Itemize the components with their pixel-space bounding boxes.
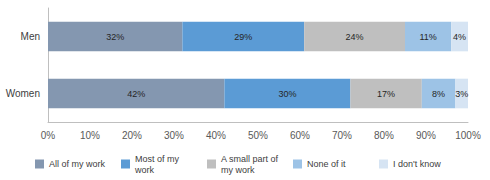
svg-text:0%: 0% <box>41 130 56 141</box>
svg-text:10%: 10% <box>80 130 100 141</box>
svg-text:Men: Men <box>21 31 40 42</box>
svg-text:30%: 30% <box>164 130 184 141</box>
svg-text:work: work <box>134 165 155 175</box>
svg-text:None of it: None of it <box>307 159 346 169</box>
svg-text:11%: 11% <box>419 32 436 42</box>
svg-text:4%: 4% <box>453 32 466 42</box>
svg-text:my work: my work <box>221 165 255 175</box>
svg-text:50%: 50% <box>248 130 268 141</box>
svg-text:90%: 90% <box>416 130 436 141</box>
svg-text:3%: 3% <box>455 89 468 99</box>
svg-text:I don't know: I don't know <box>393 159 441 169</box>
svg-text:100%: 100% <box>455 130 481 141</box>
svg-text:40%: 40% <box>206 130 226 141</box>
svg-text:60%: 60% <box>290 130 310 141</box>
svg-text:80%: 80% <box>374 130 394 141</box>
svg-text:A small part of: A small part of <box>221 154 281 164</box>
svg-text:42%: 42% <box>127 89 145 99</box>
svg-text:17%: 17% <box>377 89 395 99</box>
svg-text:29%: 29% <box>234 32 252 42</box>
svg-text:70%: 70% <box>332 130 352 141</box>
svg-text:8%: 8% <box>432 89 445 99</box>
svg-text:32%: 32% <box>106 32 124 42</box>
svg-text:All of my work: All of my work <box>49 159 106 169</box>
svg-text:Most of my: Most of my <box>135 154 182 164</box>
svg-text:24%: 24% <box>346 32 364 42</box>
svg-text:30%: 30% <box>278 89 296 99</box>
svg-text:20%: 20% <box>122 130 142 141</box>
svg-text:Women: Women <box>6 88 40 99</box>
